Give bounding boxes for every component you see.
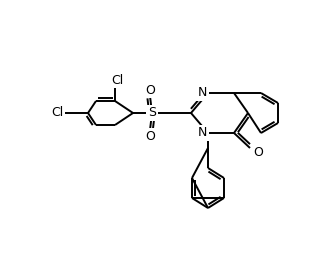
Text: O: O [145,84,155,96]
Text: O: O [145,129,155,143]
Text: S: S [148,107,156,120]
Text: Cl: Cl [51,107,63,120]
Text: N: N [197,87,207,100]
Text: Cl: Cl [111,73,123,87]
Text: N: N [197,127,207,139]
Text: O: O [253,146,263,159]
